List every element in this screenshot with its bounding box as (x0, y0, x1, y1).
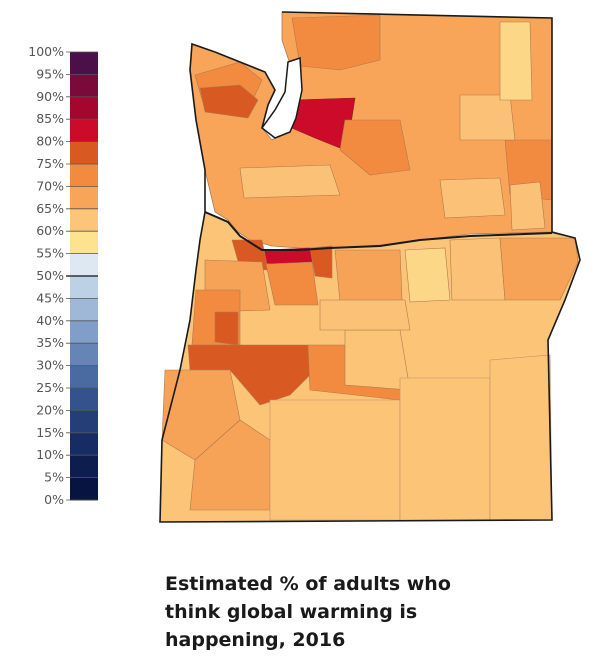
legend-swatch (70, 164, 98, 187)
legend-tick-label: 85% (36, 111, 64, 126)
map-caption: Estimated % of adults who think global w… (165, 570, 545, 654)
legend-swatch (70, 432, 98, 456)
county-benton (214, 311, 239, 346)
legend-swatch (70, 253, 98, 277)
legend-tick-label: 55% (36, 246, 64, 261)
legend-tick-label: 60% (36, 223, 64, 238)
puget-sound (260, 56, 303, 139)
legend-swatch (70, 477, 98, 501)
county-regions (159, 11, 581, 523)
legend-swatch (70, 298, 98, 322)
legend-swatch (70, 343, 98, 367)
county-jefferson (319, 299, 411, 331)
legend-tick-label: 15% (36, 425, 64, 440)
legend-tick-label: 80% (36, 134, 64, 149)
county-hood-river (309, 245, 333, 279)
legend-tick-label: 70% (36, 178, 64, 193)
legend-swatch (70, 455, 98, 479)
caption-line-3: happening, 2016 (165, 629, 346, 651)
legend-tick-label: 75% (36, 156, 64, 171)
county-pale-east (459, 94, 516, 141)
legend-swatch (70, 52, 98, 75)
legend-tick-label: 100% (28, 44, 64, 59)
county-northeast (499, 21, 533, 101)
legend-swatch (70, 96, 98, 120)
county-clackamas (265, 261, 319, 306)
county-north-cascades (291, 14, 381, 71)
county-east-light (439, 177, 506, 219)
state-outline (159, 11, 581, 523)
caption-line-2: think global warming is (165, 601, 418, 623)
legend-swatch (70, 365, 98, 389)
legend-swatch (70, 119, 98, 143)
legend-tick-label: 25% (36, 380, 64, 395)
legend-swatch (70, 388, 98, 411)
county-malheur (489, 354, 553, 521)
legend-tick-label: 10% (36, 447, 64, 462)
legend-swatch (70, 208, 98, 232)
legend-tick-label: 5% (44, 470, 64, 485)
legend-swatch (70, 186, 98, 210)
legend-swatch (70, 410, 98, 434)
legend-swatch (70, 141, 98, 165)
map-washington-oregon (159, 11, 581, 523)
legend-tick-label: 65% (36, 201, 64, 216)
county-union (499, 237, 579, 301)
legend-tick-label: 95% (36, 66, 64, 81)
legend-tick-label: 35% (36, 335, 64, 350)
legend-swatch (70, 231, 98, 255)
legend-tick-label: 20% (36, 402, 64, 417)
legend-tick-label: 50% (36, 268, 64, 283)
county-clallam-dark (199, 84, 259, 119)
legend-swatch (70, 276, 98, 299)
legend-swatch (70, 320, 98, 344)
county-central-wa (239, 164, 341, 199)
county-umatilla (449, 237, 506, 301)
water-bodies (260, 56, 303, 139)
county-southeast-2 (399, 377, 491, 521)
county-sherman (334, 249, 403, 303)
county-pierce (339, 119, 411, 176)
legend-tick-label: 40% (36, 313, 64, 328)
caption-line-1: Estimated % of adults who (165, 573, 451, 595)
borders (159, 11, 581, 523)
county-southeast-1 (269, 399, 401, 521)
county-gilliam-pale (404, 247, 451, 303)
columbia-river-border (204, 211, 553, 251)
county-walla-walla (509, 181, 546, 231)
color-scale-legend: 100% 95% 90% 85% 80% 75% 70% 65% 60% 55% 50% 45% 40%… (28, 44, 98, 507)
legend-tick-label: 0% (44, 492, 64, 507)
legend-tick-label: 45% (36, 290, 64, 305)
legend-tick-label: 90% (36, 89, 64, 104)
legend-tick-label: 30% (36, 358, 64, 373)
legend-swatch (70, 74, 98, 98)
